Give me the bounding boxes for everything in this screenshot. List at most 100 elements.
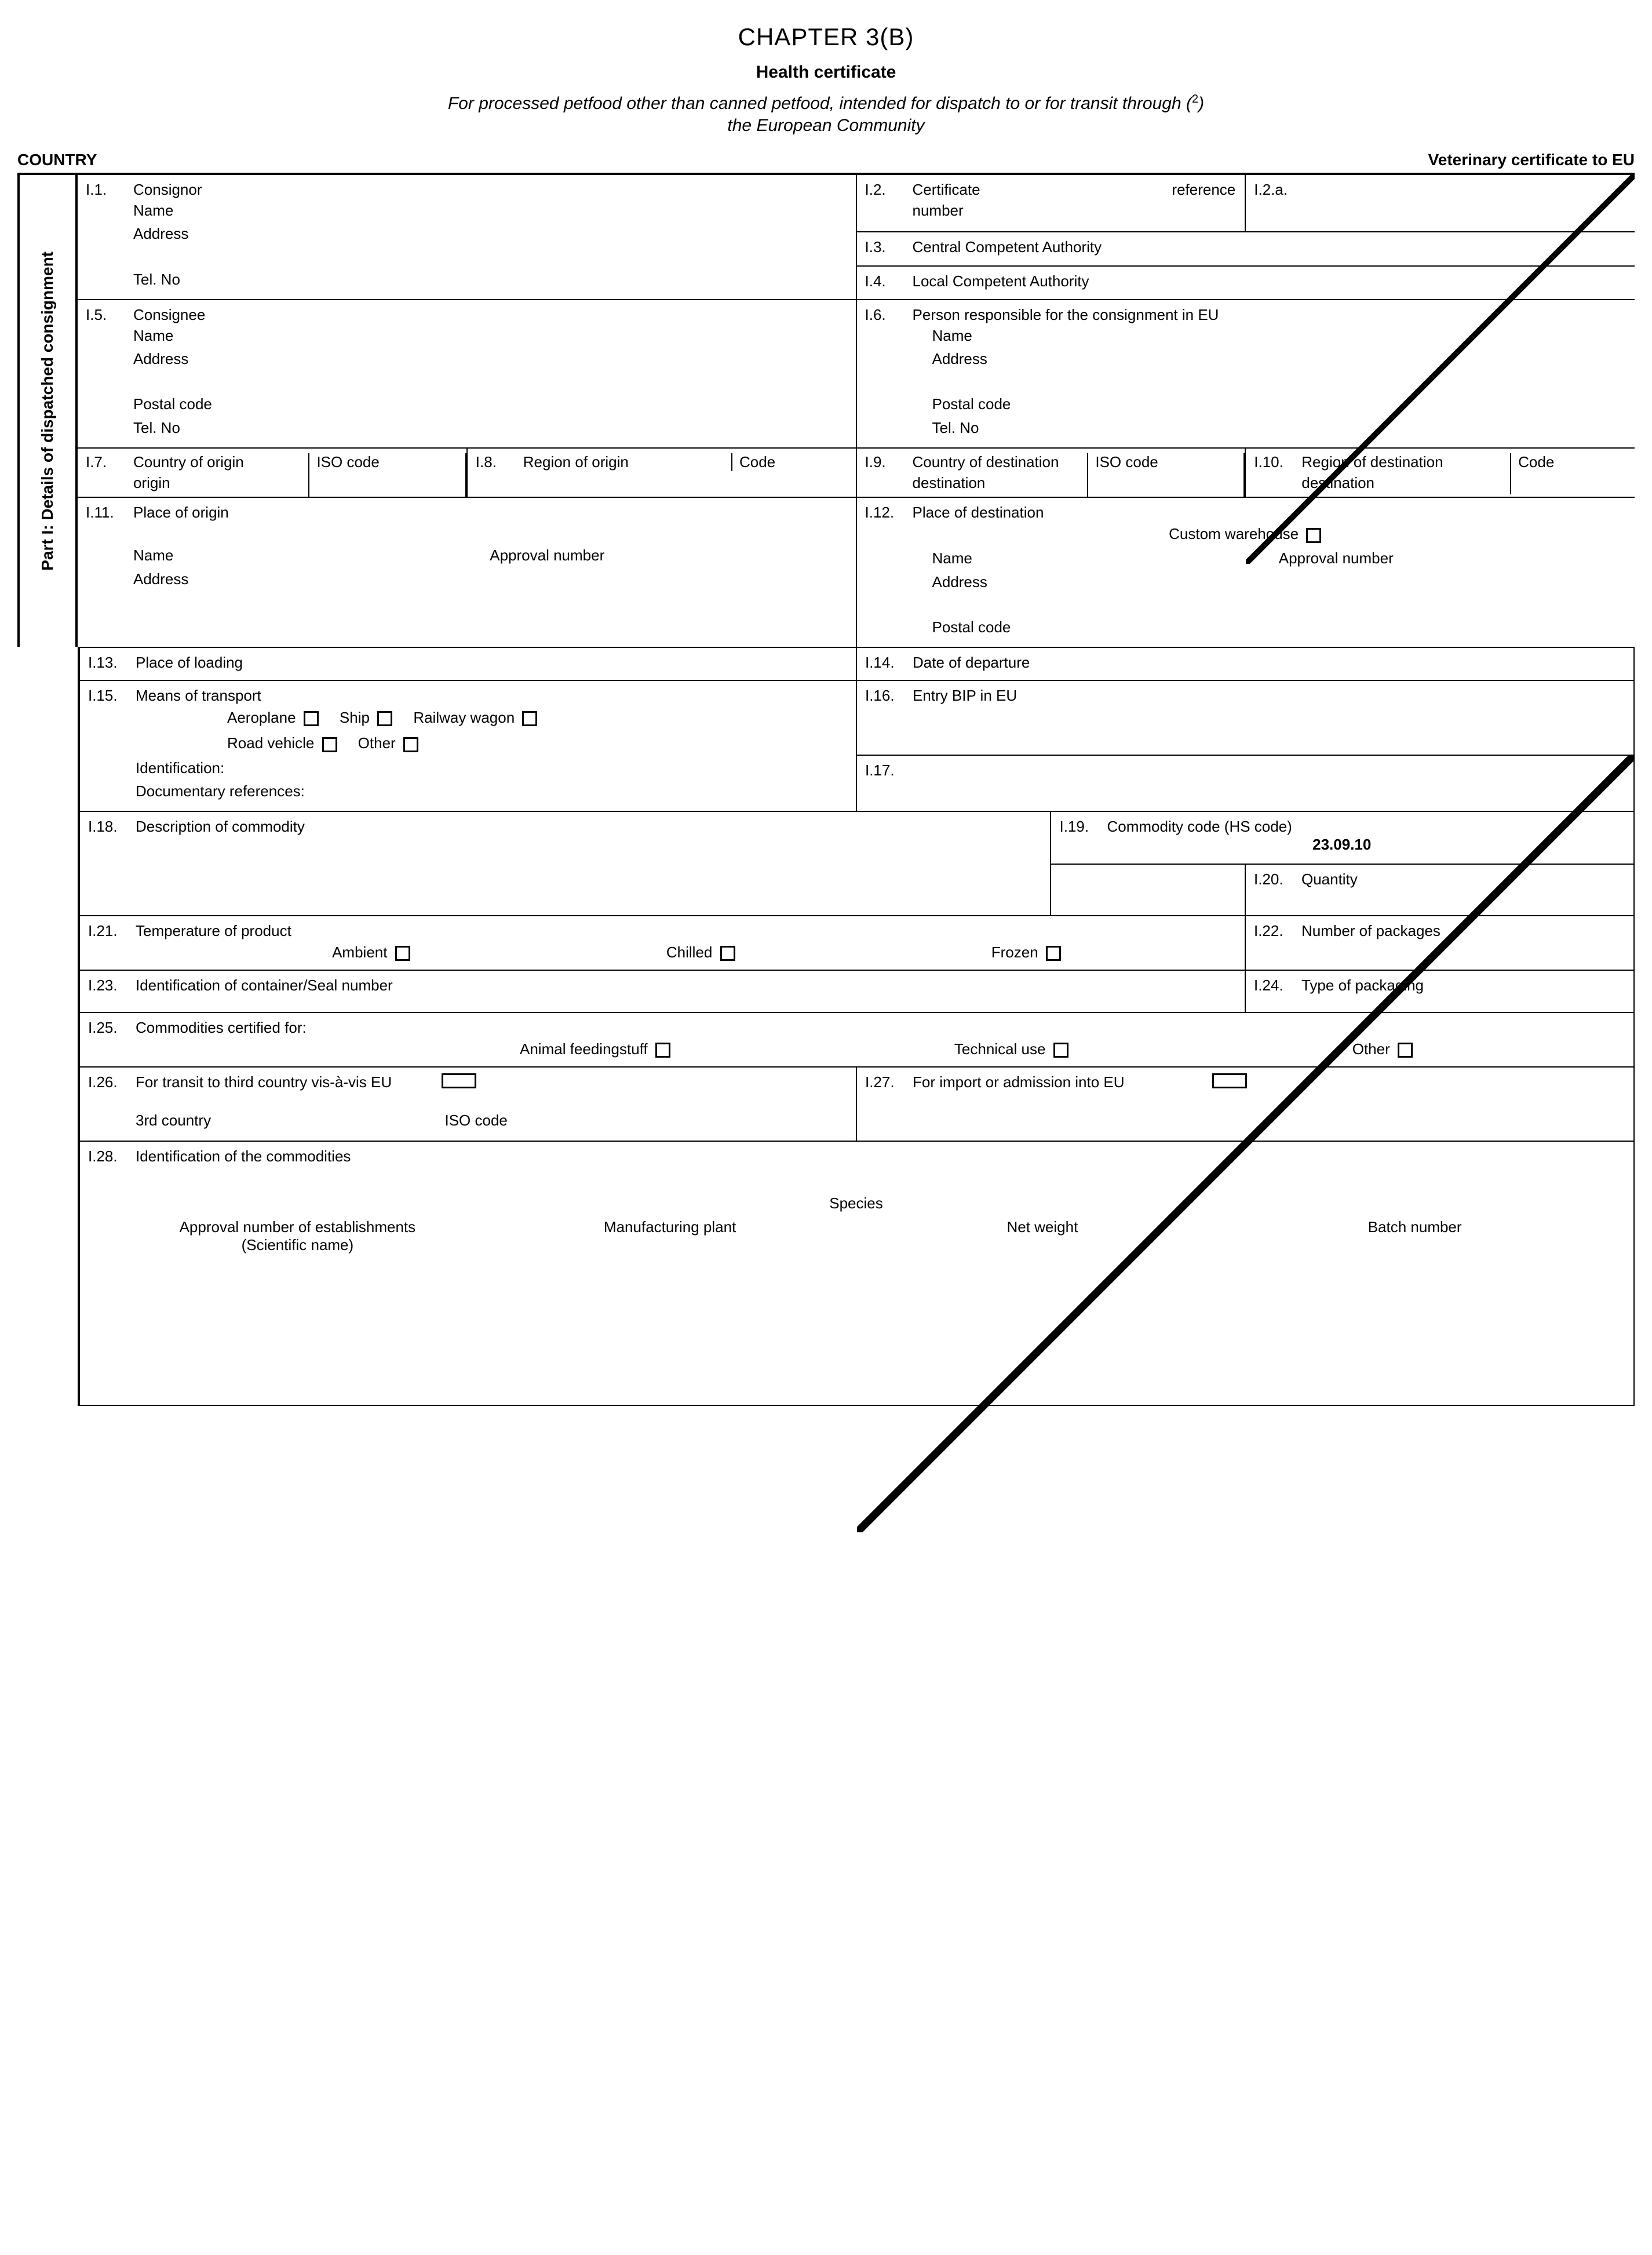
- field-i1[interactable]: I.1.Consignor Name Address Tel. No: [78, 175, 856, 300]
- checkbox-ship[interactable]: [377, 711, 392, 726]
- num-i3: I.3.: [865, 238, 900, 256]
- i5-address: Address: [86, 347, 847, 370]
- num-i2: I.2.: [865, 181, 900, 199]
- i26-iso: ISO code: [444, 1109, 847, 1132]
- certificate-to-label: Veterinary certificate to EU: [1428, 151, 1635, 169]
- field-i2[interactable]: I.2.Certificatereference number: [856, 175, 1246, 232]
- num-i9: I.9.: [865, 453, 900, 471]
- checkbox-ambient[interactable]: [395, 946, 410, 961]
- label-i25: Commodities certified for:: [136, 1019, 307, 1037]
- chapter-heading: CHAPTER 3(B): [17, 23, 1635, 51]
- num-i1: I.1.: [86, 181, 121, 199]
- i12-name: Name: [932, 547, 1279, 570]
- field-i2a[interactable]: I.2.a.: [1245, 175, 1635, 232]
- country-label: COUNTRY: [17, 151, 97, 169]
- label-i8: Region of origin: [523, 453, 629, 471]
- label-i11: Place of origin: [133, 504, 229, 522]
- checkbox-transit[interactable]: [442, 1073, 476, 1088]
- label-i5: Consignee: [133, 306, 205, 324]
- label-i6: Person responsible for the consignment i…: [913, 306, 1219, 324]
- label-i26: For transit to third country vis-à-vis E…: [136, 1073, 392, 1091]
- form-subtitle-1: For processed petfood other than canned …: [17, 93, 1635, 114]
- label-i3: Central Competent Authority: [913, 238, 1102, 256]
- num-i16: I.16.: [865, 687, 900, 705]
- i15-ident: Identification:: [88, 756, 847, 779]
- checkbox-other-transport[interactable]: [403, 737, 418, 752]
- i12-address: Address: [865, 570, 1626, 593]
- i15-other: Other: [358, 734, 396, 752]
- field-i14[interactable]: I.14. Date of departure: [856, 647, 1634, 680]
- num-i23: I.23.: [88, 977, 123, 994]
- i1-tel: Tel. No: [86, 268, 847, 291]
- form-title: Health certificate: [17, 63, 1635, 82]
- field-i9[interactable]: I.9.Country of destination destination I…: [856, 448, 1246, 497]
- checkbox-railway[interactable]: [522, 711, 537, 726]
- num-i28: I.28.: [88, 1147, 123, 1165]
- sidebar-title: Part I: Details of dispatched consignmen…: [38, 252, 57, 571]
- field-i7[interactable]: I.7.Country of origin origin ISO code: [78, 448, 467, 497]
- label-i15: Means of transport: [136, 687, 261, 705]
- i15-docref: Documentary references:: [88, 779, 847, 803]
- field-i8[interactable]: I.8.Region of origin Code: [467, 448, 856, 497]
- checkbox-aeroplane[interactable]: [304, 711, 319, 726]
- i21-chilled: Chilled: [666, 943, 713, 961]
- num-i18: I.18.: [88, 818, 123, 836]
- part-i-container: Part I: Details of dispatched consignmen…: [17, 173, 1635, 647]
- label-i4: Local Competent Authority: [913, 272, 1089, 290]
- checkbox-animal-feed[interactable]: [655, 1043, 670, 1058]
- checkbox-road[interactable]: [322, 737, 337, 752]
- i15-aeroplane: Aeroplane: [227, 709, 296, 726]
- subtitle-text: For processed petfood other than canned …: [448, 94, 1192, 113]
- field-i16[interactable]: I.16. Entry BIP in EU: [856, 680, 1634, 755]
- i11-name: Name: [133, 544, 490, 567]
- label-i13: Place of loading: [136, 654, 243, 672]
- header-row: COUNTRY Veterinary certificate to EU: [17, 151, 1635, 169]
- num-i5: I.5.: [86, 306, 121, 324]
- label-i9: Country of destination: [913, 453, 1059, 471]
- i9-iso: ISO code: [1088, 453, 1245, 497]
- i21-ambient: Ambient: [332, 943, 387, 961]
- form-subtitle-2: the European Community: [17, 116, 1635, 136]
- i28-col1a: Approval number of establishments: [111, 1218, 484, 1236]
- i5-name: Name: [86, 324, 847, 347]
- i15-railway: Railway wagon: [413, 709, 515, 726]
- field-i15[interactable]: I.15.Means of transport Aeroplane Ship R…: [79, 680, 856, 811]
- field-i26[interactable]: I.26. For transit to third country vis-à-…: [79, 1067, 856, 1141]
- label-i28: Identification of the commodities: [136, 1147, 351, 1165]
- label-i18: Description of commodity: [136, 818, 305, 836]
- num-i25: I.25.: [88, 1019, 123, 1037]
- footnote-marker: 2: [1192, 93, 1198, 105]
- i25-animal: Animal feedingstuff: [520, 1040, 648, 1058]
- i12-postal: Postal code: [865, 615, 1626, 639]
- i15-road: Road vehicle: [227, 734, 314, 752]
- num-i15: I.15.: [88, 687, 123, 705]
- i1-name: Name: [86, 199, 847, 222]
- i28-col1b: (Scientific name): [111, 1236, 484, 1254]
- field-i17[interactable]: I.17.: [856, 755, 1634, 811]
- health-certificate-form: CHAPTER 3(B) Health certificate For proc…: [17, 23, 1635, 1406]
- i5-tel: Tel. No: [86, 416, 847, 439]
- label-i7: Country of origin: [133, 453, 244, 471]
- i5-postal: Postal code: [86, 392, 847, 416]
- i28-col2: Manufacturing plant: [484, 1218, 856, 1254]
- num-i14: I.14.: [865, 654, 900, 672]
- sidebar: Part I: Details of dispatched consignmen…: [20, 175, 78, 647]
- label-i1: Consignor: [133, 181, 202, 199]
- num-i26: I.26.: [88, 1073, 123, 1091]
- diagonal-line-icon: [1246, 175, 1635, 564]
- form-grid-lower: I.13.Place of loading I.14. Date of depar…: [78, 647, 1635, 1405]
- num-i12: I.12.: [865, 504, 900, 522]
- field-i11[interactable]: I.11.Place of origin NameApproval number…: [78, 497, 856, 647]
- num-i21: I.21.: [88, 922, 123, 940]
- num-i4: I.4.: [865, 272, 900, 290]
- label-i16: Entry BIP in EU: [913, 687, 1017, 705]
- subtitle-end: ): [1198, 94, 1204, 113]
- field-i5[interactable]: I.5. Consignee Name Address Postal code T…: [78, 300, 856, 448]
- i7-iso: ISO code: [309, 453, 466, 497]
- checkbox-chilled[interactable]: [720, 946, 735, 961]
- label-i14: Date of departure: [913, 654, 1030, 672]
- i8-code: Code: [732, 453, 856, 471]
- label-i23: Identification of container/Seal number: [136, 977, 393, 994]
- label-i12: Place of destination: [913, 504, 1044, 522]
- field-i13[interactable]: I.13.Place of loading: [79, 647, 856, 680]
